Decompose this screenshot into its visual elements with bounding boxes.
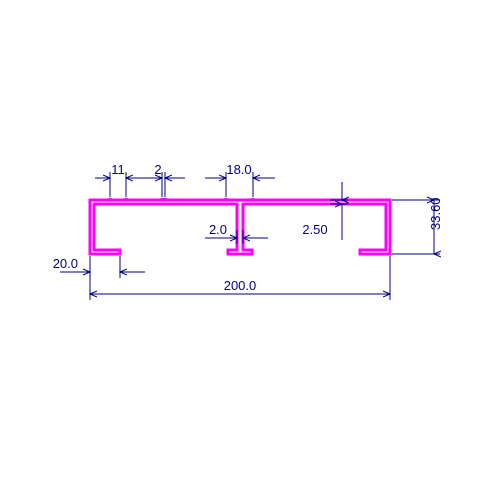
dim-top-thickness: 2.50 <box>302 182 348 240</box>
dim-overall-width-label: 200.0 <box>224 278 257 293</box>
dim-top-notch-3: 18.0 <box>205 162 275 197</box>
dim-left-flange-label: 20.0 <box>53 256 78 271</box>
profile-shape <box>90 198 390 254</box>
dim-left-flange: 20.0 <box>53 256 145 278</box>
dim-top-thickness-label: 2.50 <box>302 222 327 237</box>
dim-overall-height-label: 33.60 <box>428 197 443 230</box>
dim-overall-height: 33.60 <box>392 197 443 254</box>
technical-drawing: 200.0 33.60 20.0 11 2 18.0 <box>0 0 500 500</box>
dim-top-notch-1: 11 <box>95 162 148 197</box>
dim-top-notch-2: 2 <box>148 162 185 197</box>
dim-top-notch-1-label: 11 <box>111 162 125 177</box>
dim-center-web-label: 2.0 <box>209 222 227 237</box>
dim-overall-width: 200.0 <box>90 256 390 300</box>
dim-top-notch-2-label: 2 <box>154 162 161 177</box>
dim-top-notch-3-label: 18.0 <box>226 162 251 177</box>
